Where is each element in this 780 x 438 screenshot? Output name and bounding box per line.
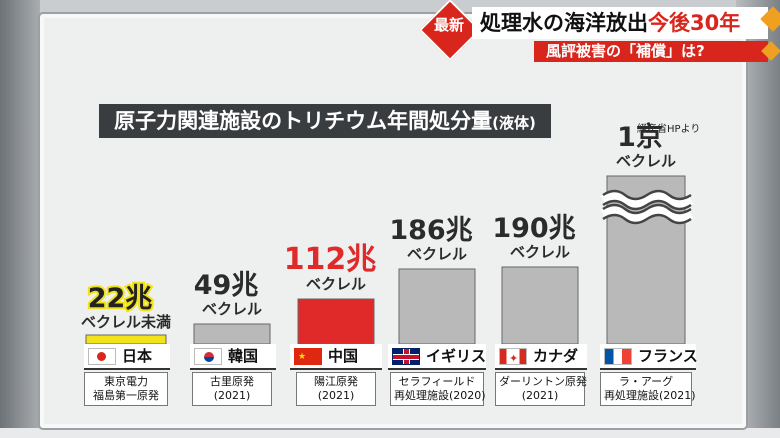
caption-headline-b: 今後30年 [648, 11, 741, 35]
country-name: 日本 [122, 347, 153, 365]
country-name: フランス [638, 347, 698, 365]
chart-title-paren: (液体) [492, 114, 536, 132]
axis-break-band [600, 191, 694, 209]
bar-1 [193, 323, 271, 345]
bar-0 [85, 334, 167, 345]
flag-icon [499, 347, 527, 371]
unit-label-3: ベクレル [407, 245, 467, 263]
caption-headline: 処理水の海洋放出今後30年 [472, 7, 768, 39]
country-label-5: フランス [600, 344, 698, 370]
value-label-3: 186兆 [389, 215, 472, 246]
unit-label-4: ベクレル [510, 243, 570, 261]
facility-line: セラフィールド [398, 375, 476, 388]
facility-label-1: 古里原発 (2021) [192, 372, 272, 406]
axis-break-wave [602, 189, 692, 211]
facility-line: ダーリントン原発 [499, 375, 587, 388]
value-label-0: 22兆 [88, 283, 153, 314]
facility-label-4: ダーリントン原発 (2021) [495, 372, 587, 406]
bar-4 [501, 266, 579, 345]
country-name: 韓国 [228, 347, 259, 365]
country-label-3: イギリス [388, 344, 486, 370]
flag-icon [88, 348, 116, 365]
facility-line: 東京電力 [104, 375, 148, 388]
unit-label-0: ベクレル未満 [81, 313, 171, 331]
facility-line: (2021) [521, 389, 559, 402]
chart-title-main: 原子力関連施設のトリチウム年間処分量 [114, 109, 493, 133]
axis-break-wave [602, 203, 692, 225]
country-label-4: カナダ [495, 344, 587, 371]
facility-line: 再処理施設(2020) [394, 389, 486, 402]
value-label-4: 190兆 [492, 213, 575, 244]
flag-icon [392, 348, 420, 365]
country-label-1: 韓国 [190, 344, 276, 370]
caption-subline: 風評被害の「補償」は? [534, 41, 768, 62]
facility-label-2: 陽江原発 (2021) [296, 372, 376, 406]
unit-label-2: ベクレル [306, 275, 366, 293]
facility-label-3: セラフィールド 再処理施設(2020) [390, 372, 486, 406]
flag-icon [294, 345, 322, 369]
flag-icon [194, 348, 222, 365]
facility-line: 古里原発 [210, 375, 254, 388]
value-label-5: 1京 [617, 121, 663, 153]
bar-3 [398, 268, 476, 345]
unit-label-1: ベクレル [202, 300, 262, 318]
caption-headline-a: 処理水の海洋放出 [480, 11, 648, 35]
country-name: カナダ [533, 347, 579, 365]
bar-2 [297, 298, 375, 345]
facility-line: (2021) [317, 389, 355, 402]
studio-background-bottom [0, 428, 780, 438]
facility-line: 陽江原発 [314, 375, 358, 388]
news-caption: 最新 処理水の海洋放出今後30年 風評被害の「補償」は? [418, 0, 780, 64]
axis-break-band [600, 205, 694, 223]
breaking-badge: 最新 [433, 16, 464, 34]
facility-label-0: 東京電力 福島第一原発 [84, 372, 168, 406]
facility-line: ラ・アーグ [618, 375, 674, 388]
country-name: イギリス [426, 347, 487, 365]
country-label-0: 日本 [84, 344, 170, 370]
facility-label-5: ラ・アーグ 再処理施設(2021) [600, 372, 696, 406]
facility-line: 再処理施設(2021) [604, 389, 696, 402]
source-note: 経産省HPより [637, 124, 701, 135]
country-label-2: 中国 [290, 344, 382, 370]
country-name: 中国 [328, 347, 359, 365]
chart-title: 原子力関連施設のトリチウム年間処分量(液体) [99, 104, 551, 138]
studio-background-left [0, 0, 40, 438]
facility-line: 福島第一原発 [93, 389, 159, 402]
value-label-2: 112兆 [284, 242, 377, 277]
flag-icon [604, 348, 632, 365]
facility-line: (2021) [213, 389, 251, 402]
unit-label-5: ベクレル [616, 152, 676, 170]
value-label-1: 49兆 [194, 270, 259, 301]
